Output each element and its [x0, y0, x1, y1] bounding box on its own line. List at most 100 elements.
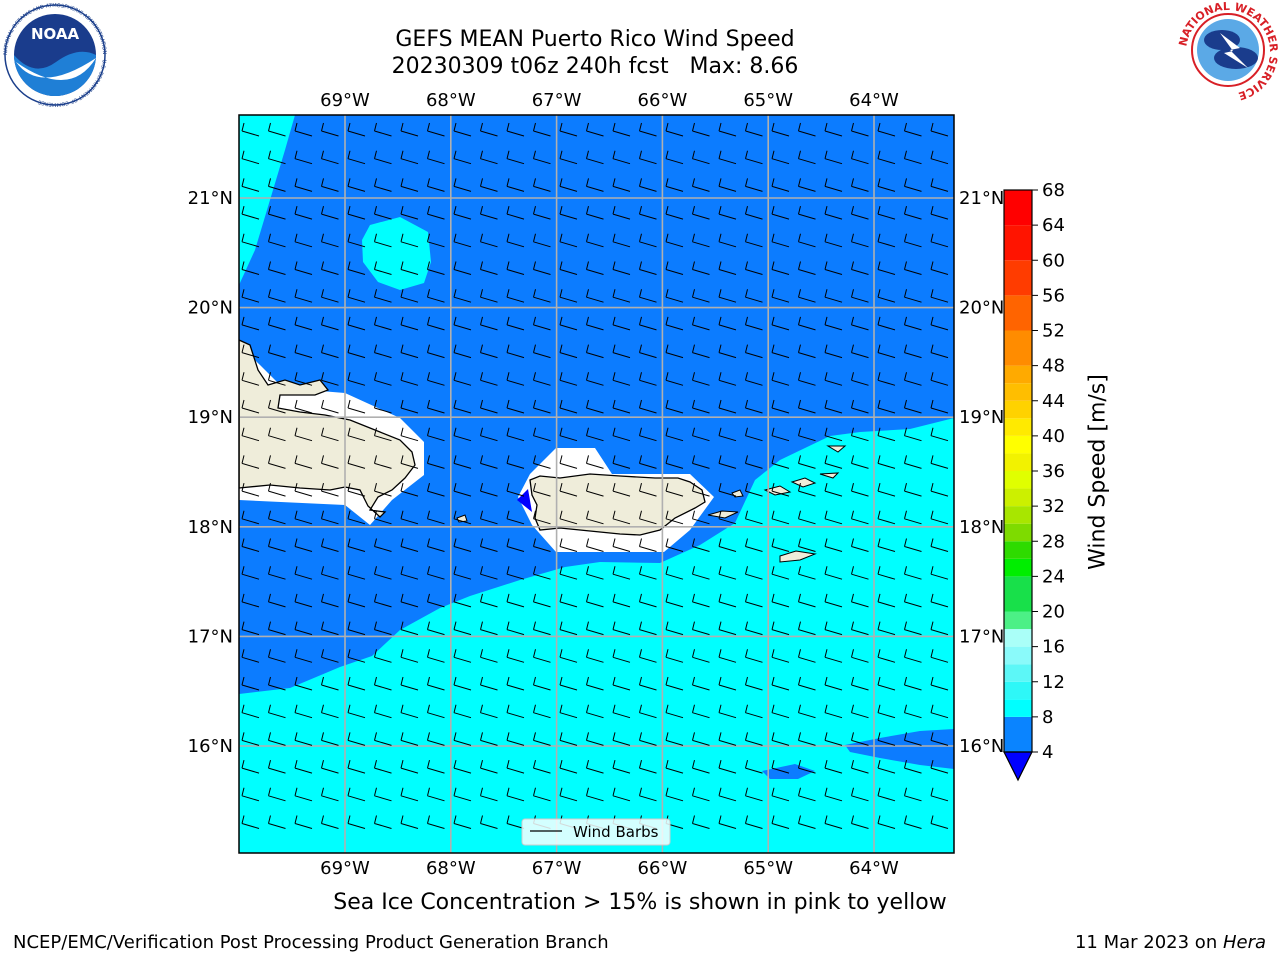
- wind-barb: [612, 649, 631, 663]
- wind-barb: [427, 510, 445, 525]
- wind-barb: [427, 732, 445, 746]
- wind-barb: [665, 759, 684, 774]
- colorbar-segment: [1004, 383, 1032, 401]
- wind-barb: [586, 510, 604, 525]
- wind-barb: [718, 566, 737, 580]
- wind-barb: [268, 538, 286, 552]
- wind-barb: [639, 732, 657, 746]
- wind-barb: [824, 344, 843, 359]
- wind-barb: [851, 233, 869, 248]
- wind-barb: [427, 482, 445, 497]
- wind-barb: [904, 621, 922, 636]
- colorbar-segment: [1004, 453, 1032, 471]
- wind-barb: [718, 122, 737, 137]
- wind-barb: [612, 178, 631, 192]
- wind-barb: [877, 815, 896, 829]
- wind-barb: [268, 510, 286, 525]
- wind-barb: [665, 787, 684, 802]
- lat-label-right: 16°N: [959, 736, 1004, 757]
- wind-barb: [559, 621, 578, 636]
- wind-barb: [506, 316, 525, 331]
- wind-barb: [718, 704, 737, 719]
- wind-barb: [745, 455, 763, 469]
- wind-barb: [612, 316, 631, 331]
- wind-barb: [639, 261, 657, 275]
- wind-barb: [904, 316, 922, 331]
- wind-barb: [427, 316, 445, 331]
- wind-barb: [347, 649, 366, 663]
- wind-barb: [559, 150, 578, 165]
- wind-barb: [347, 510, 366, 525]
- wind-barb: [453, 759, 472, 774]
- wind-barb: [453, 704, 472, 719]
- wind-barb: [241, 399, 260, 414]
- wind-barb: [374, 732, 392, 746]
- wind-barb: [904, 455, 922, 469]
- wind-barb: [480, 178, 498, 192]
- wind-barb: [745, 621, 763, 636]
- wind-barb: [480, 233, 498, 248]
- wind-barb: [904, 676, 922, 691]
- wind-barb: [453, 676, 472, 691]
- wind-barb: [718, 427, 737, 442]
- wind-barb: [586, 122, 604, 137]
- wind-barb: [930, 787, 949, 802]
- wind-barb: [347, 538, 366, 552]
- wind-barb: [904, 538, 922, 552]
- wind-barb: [400, 122, 419, 137]
- wind-barb: [347, 704, 366, 719]
- wind-barb: [586, 455, 604, 469]
- wind-barb: [718, 510, 737, 525]
- wind-barb: [904, 122, 922, 137]
- wind-barb: [559, 455, 578, 469]
- wind-barb: [639, 566, 657, 580]
- wind-barb: [294, 538, 313, 552]
- axis-labels: 69°W 69°W 68°W 68°W 67°W 67°W 66°W 66°W 65°W 65°W…: [188, 90, 1005, 879]
- wind-barb: [559, 538, 578, 552]
- colorbar-tick-label: 28: [1042, 531, 1065, 552]
- wind-barb: [347, 399, 366, 414]
- colorbar-segment: [1004, 418, 1032, 436]
- wind-barb: [294, 510, 313, 525]
- wind-barb: [692, 455, 710, 469]
- wind-barb: [692, 732, 710, 746]
- wind-barb: [639, 676, 657, 691]
- wind-barb: [268, 344, 286, 359]
- wind-barb: [718, 482, 737, 497]
- wind-barb: [771, 372, 790, 386]
- wind-barb: [241, 482, 260, 497]
- wind-barb: [692, 150, 710, 165]
- lat-label-right: 21°N: [959, 188, 1004, 209]
- legend: Wind Barbs: [521, 818, 671, 846]
- wind-barb: [771, 427, 790, 442]
- wind-barb: [877, 427, 896, 442]
- wind-barb: [294, 455, 313, 469]
- wind-barb: [798, 233, 816, 248]
- wind-barb: [877, 455, 896, 469]
- wind-barb: [904, 510, 922, 525]
- wind-barb: [268, 372, 286, 386]
- wind-barb: [586, 538, 604, 552]
- wind-barb: [877, 538, 896, 552]
- wind-barb: [877, 122, 896, 137]
- wind-barb: [718, 538, 737, 552]
- wind-barb: [771, 344, 790, 359]
- wind-barb: [453, 621, 472, 636]
- wind-barb: [480, 815, 498, 829]
- wind-barb: [798, 815, 816, 829]
- colorbar-tick-label: 32: [1042, 496, 1065, 517]
- wind-barb: [771, 316, 790, 331]
- wind-barb: [400, 815, 419, 829]
- wind-barb: [798, 427, 816, 442]
- wind-barb: [347, 427, 366, 442]
- wind-barb: [904, 399, 922, 414]
- wind-barb: [877, 261, 896, 275]
- wind-barb: [321, 344, 339, 359]
- wind-barb: [294, 122, 313, 137]
- wind-barb: [904, 178, 922, 192]
- wind-barb: [692, 787, 710, 802]
- wind-barb: [427, 261, 445, 275]
- wind-barb: [480, 676, 498, 691]
